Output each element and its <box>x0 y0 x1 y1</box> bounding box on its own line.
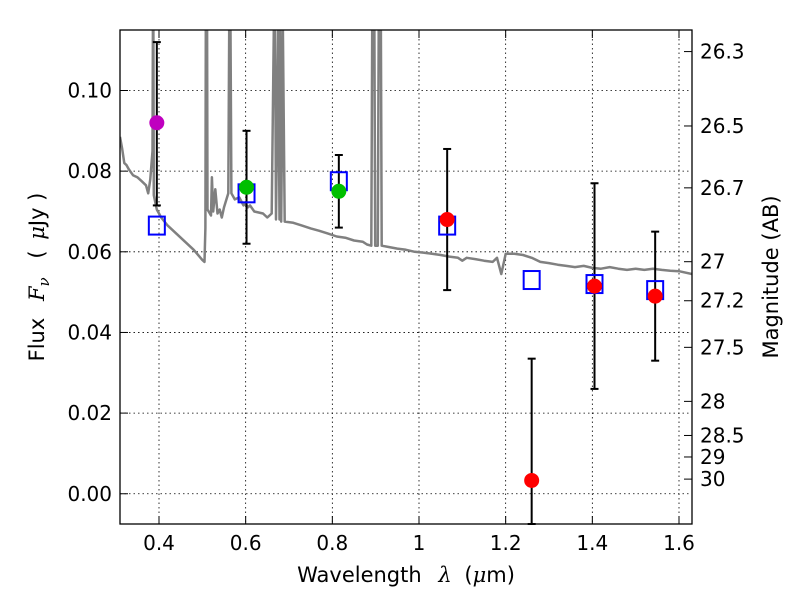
x-tick-label: 0.8 <box>316 531 348 555</box>
y-axis-title-subscript: ν <box>35 277 53 286</box>
mag-tick-label: 27.2 <box>700 289 745 313</box>
mag-tick-label: 27 <box>700 250 725 274</box>
y-axis-title: Flux Fν ( μJy ) <box>25 193 54 362</box>
x-axis-title-unit-rest: m) <box>486 563 515 587</box>
observed-points <box>149 115 663 488</box>
mag-tick-label: 26.3 <box>700 40 745 64</box>
y-tick-label: 0.04 <box>67 320 112 344</box>
y-axis-title-unit-rest: Jy ) <box>25 193 49 229</box>
y-tick-label: 0.10 <box>67 78 112 102</box>
x-axis-title-main: Wavelength <box>297 563 422 587</box>
observed-point <box>439 212 455 228</box>
observed-point <box>239 179 255 195</box>
mag-tick-label: 26.7 <box>700 176 745 200</box>
x-tick-label: 0.6 <box>230 531 262 555</box>
mag-tick-label: 28.5 <box>700 423 745 447</box>
y-tick-label: 0.06 <box>67 240 112 264</box>
y-tick-label: 0.02 <box>67 401 112 425</box>
x-tick-label: 1.4 <box>576 531 608 555</box>
x-axis-title-unit-open: ( <box>464 563 472 587</box>
grid-lines <box>120 30 692 524</box>
plot-frame <box>119 29 693 525</box>
y-tick-label: 0.08 <box>67 159 112 183</box>
observed-point <box>331 183 347 199</box>
mag-tick-label: 28 <box>700 389 725 413</box>
observed-point <box>149 115 165 131</box>
model-point <box>147 215 166 236</box>
y-axis-title-symbol: F <box>25 285 49 302</box>
x-tick-label: 0.4 <box>143 531 175 555</box>
mag-tick-label: 26.5 <box>700 114 745 138</box>
x-tick-label: 1 <box>413 531 426 555</box>
model-points <box>147 171 665 301</box>
axis-ticks: 0.4 0.6 0.8 1 1.2 1.4 1.6 0.00 0.02 0.04 0.06 0.08 0… <box>67 30 745 555</box>
model-point <box>522 270 541 291</box>
mag-tick-label: 27.5 <box>700 335 745 359</box>
x-axis-title-symbol: λ <box>437 563 451 587</box>
x-tick-label: 1.6 <box>663 531 695 555</box>
sed-model-curve-group <box>120 30 692 276</box>
mag-tick-label: 30 <box>700 467 725 491</box>
mag-tick-label: 29 <box>700 445 725 469</box>
x-axis-title: Wavelength λ (μm) <box>297 563 515 587</box>
y-axis-title-unit-mu: μ <box>25 226 49 240</box>
observed-point <box>524 472 540 488</box>
observed-point <box>647 288 663 304</box>
sed-model-curve <box>120 30 692 276</box>
y-axis-title-unit-open: ( <box>25 250 49 258</box>
y2-axis-title: Magnitude (AB) <box>759 195 783 358</box>
x-axis-title-unit-mu: μ <box>473 563 487 587</box>
observed-point <box>587 278 602 294</box>
x-tick-label: 1.2 <box>490 531 522 555</box>
y-axis-title-main: Flux <box>25 318 49 362</box>
y-tick-label: 0.00 <box>67 482 112 506</box>
